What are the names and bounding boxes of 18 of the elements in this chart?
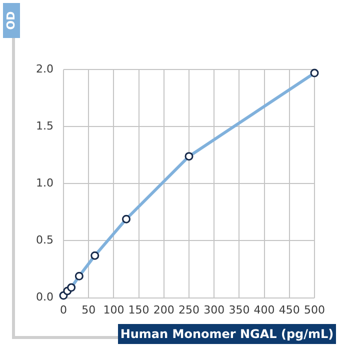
x-tick-label: 250 <box>178 303 200 316</box>
x-tick-label: 150 <box>128 303 150 316</box>
y-tick-label: 2.0 <box>36 62 54 76</box>
x-tick-label: 50 <box>82 303 96 316</box>
y-axis-title: OD <box>5 11 18 30</box>
y-tick-label: 0.5 <box>36 234 54 247</box>
y-tick-label: 0.0 <box>36 290 54 304</box>
y-tick-label: 1.5 <box>36 120 54 133</box>
x-tick-label: 350 <box>228 303 250 316</box>
x-tick-label: 300 <box>204 303 225 316</box>
x-tick-label: 0 <box>60 303 67 316</box>
x-tick-label: 200 <box>153 303 174 316</box>
x-tick-label: 400 <box>254 303 275 316</box>
y-tick-label: 1.0 <box>36 176 54 190</box>
x-axis-title: Human Monomer NGAL (pg/mL) <box>118 324 336 344</box>
x-tick-label: 450 <box>278 303 300 316</box>
x-tick-label: 100 <box>103 303 124 316</box>
x-tick-label: 500 <box>304 303 325 316</box>
